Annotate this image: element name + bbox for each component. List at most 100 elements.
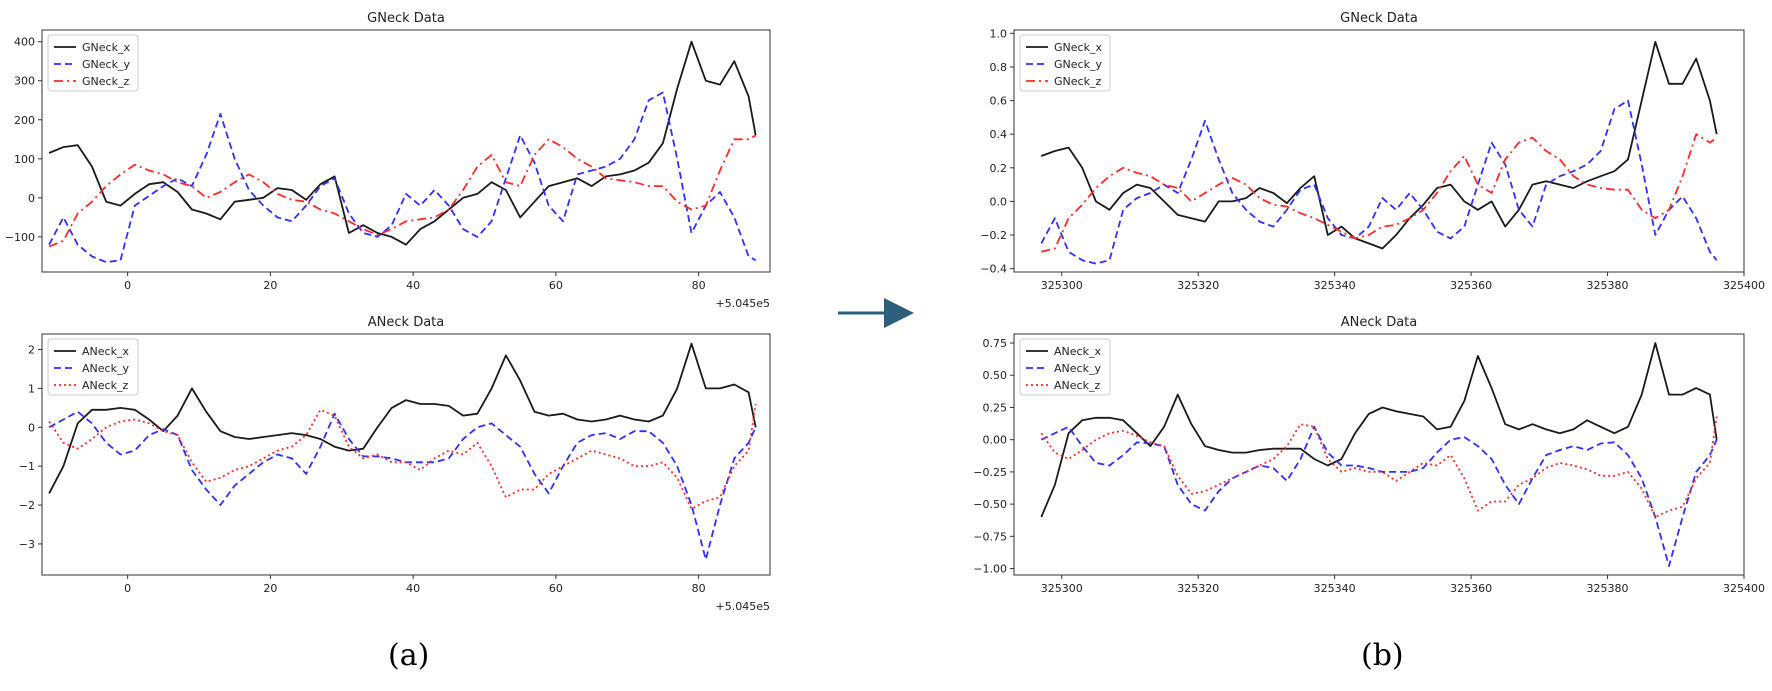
- y-tick-label: 1: [28, 382, 35, 395]
- x-tick-label: 325300: [1041, 279, 1083, 292]
- legend-label: ANeck_z: [1054, 379, 1100, 392]
- series-line-gneck-y: [1040, 99, 1718, 265]
- chart-panel: GNeck Data 325300 325320 325340 325360 325380…: [980, 11, 1765, 292]
- x-tick-label: 325340: [1314, 279, 1356, 292]
- legend-label: ANeck_y: [82, 362, 129, 375]
- chart-title: ANeck Data: [1341, 315, 1417, 330]
- y-tick-label: 0: [28, 192, 35, 205]
- series-line-aneck-x: [1040, 342, 1718, 518]
- legend-box: [1019, 338, 1111, 396]
- y-tick-label: 0.50: [983, 369, 1008, 382]
- series-group: [48, 40, 757, 264]
- x-tick-label: 0: [124, 279, 131, 292]
- chart-title: GNeck Data: [1340, 11, 1418, 26]
- caption-b: (b): [1361, 638, 1404, 673]
- plot-frame: [1013, 29, 1745, 273]
- x-tick-label: 325320: [1177, 279, 1219, 292]
- series-group: [1040, 40, 1718, 265]
- y-tick-label: 200: [14, 114, 35, 127]
- series-line-gneck-y: [48, 91, 757, 264]
- caption-a: (a): [388, 638, 430, 673]
- legend-label: ANeck_x: [1054, 345, 1101, 358]
- series-line-aneck-y: [1040, 425, 1718, 567]
- x-tick-label: 325380: [1587, 279, 1629, 292]
- legend-label: GNeck_z: [1054, 75, 1101, 88]
- chart-panel: ANeck Data 0 20 40 60 80 −3 −2 −1 0 1 2 +5.045e5 ANec…: [19, 315, 771, 613]
- legend-label: ANeck_x: [82, 345, 129, 358]
- x-tick-label: 325320: [1177, 582, 1219, 595]
- legend-label: GNeck_y: [82, 58, 130, 71]
- x-tick-label: 325300: [1041, 582, 1083, 595]
- chart-panel: GNeck Data 0 20 40 60 80 −100 0 100 200 300 400 +5.0…: [5, 11, 771, 310]
- x-tick-label: 325380: [1587, 582, 1629, 595]
- x-offset-text: +5.045e5: [716, 297, 770, 310]
- legend-box: [47, 34, 139, 92]
- y-tick-label: −0.50: [973, 498, 1007, 511]
- series-group: [1040, 342, 1718, 567]
- x-tick-label: 80: [692, 279, 706, 292]
- series-line-gneck-z: [48, 134, 757, 248]
- chart-title: GNeck Data: [367, 11, 445, 26]
- y-tick-label: −0.25: [973, 466, 1007, 479]
- y-tick-label: 0: [28, 421, 35, 434]
- series-line-gneck-x: [48, 40, 757, 246]
- y-tick-label: −0.75: [973, 530, 1007, 543]
- x-tick-label: 0: [124, 582, 131, 595]
- y-tick-label: 300: [14, 75, 35, 88]
- legend-label: GNeck_x: [82, 41, 130, 54]
- y-tick-label: −0.4: [980, 263, 1007, 276]
- y-tick-label: 0.75: [983, 337, 1008, 350]
- x-tick-label: 325360: [1450, 582, 1492, 595]
- series-line-aneck-z: [1040, 416, 1718, 518]
- x-tick-label: 40: [406, 582, 420, 595]
- y-tick-label: −2: [19, 499, 35, 512]
- legend-label: ANeck_y: [1054, 362, 1101, 375]
- x-tick-label: 40: [406, 279, 420, 292]
- x-tick-label: 325400: [1723, 279, 1765, 292]
- y-tick-label: −1: [19, 460, 35, 473]
- y-tick-label: 0.0: [990, 195, 1008, 208]
- x-tick-label: 325360: [1450, 279, 1492, 292]
- series-line-aneck-y: [48, 410, 757, 561]
- y-tick-label: 0.6: [990, 95, 1008, 108]
- chart-panel: ANeck Data 325300 325320 325340 325360 325380…: [973, 315, 1765, 595]
- x-tick-label: 20: [263, 279, 277, 292]
- plot-frame: [1013, 333, 1745, 576]
- series-line-aneck-z: [48, 403, 757, 510]
- y-tick-label: 0.2: [990, 162, 1008, 175]
- chart-title: ANeck Data: [368, 315, 444, 330]
- legend-box: [1019, 34, 1111, 92]
- y-tick-label: 100: [14, 153, 35, 166]
- x-tick-label: 20: [263, 582, 277, 595]
- y-tick-label: 2: [28, 344, 35, 357]
- y-tick-label: 1.0: [990, 27, 1008, 40]
- y-tick-label: −0.2: [980, 229, 1007, 242]
- legend-label: GNeck_z: [82, 75, 129, 88]
- plot-frame: [41, 333, 771, 576]
- series-line-aneck-x: [48, 342, 757, 494]
- legend-label: ANeck_z: [82, 379, 128, 392]
- y-tick-label: 0.00: [983, 434, 1008, 447]
- series-group: [48, 342, 757, 561]
- x-offset-text: +5.045e5: [716, 600, 770, 613]
- y-tick-label: 0.25: [983, 401, 1008, 414]
- y-tick-label: −3: [19, 538, 35, 551]
- legend-label: GNeck_x: [1054, 41, 1102, 54]
- x-tick-label: 60: [549, 279, 563, 292]
- y-tick-label: 400: [14, 36, 35, 49]
- x-tick-label: 80: [692, 582, 706, 595]
- legend-label: GNeck_y: [1054, 58, 1102, 71]
- y-tick-label: −100: [5, 231, 35, 244]
- series-line-gneck-x: [1040, 40, 1718, 250]
- legend-box: [47, 338, 139, 396]
- series-line-gneck-z: [1041, 133, 1718, 253]
- y-tick-label: 0.4: [990, 128, 1008, 141]
- y-tick-label: 0.8: [990, 61, 1008, 74]
- x-tick-label: 60: [549, 582, 563, 595]
- x-tick-label: 325340: [1314, 582, 1356, 595]
- x-tick-label: 325400: [1723, 582, 1765, 595]
- plot-frame: [41, 29, 771, 273]
- y-tick-label: −1.00: [973, 563, 1007, 576]
